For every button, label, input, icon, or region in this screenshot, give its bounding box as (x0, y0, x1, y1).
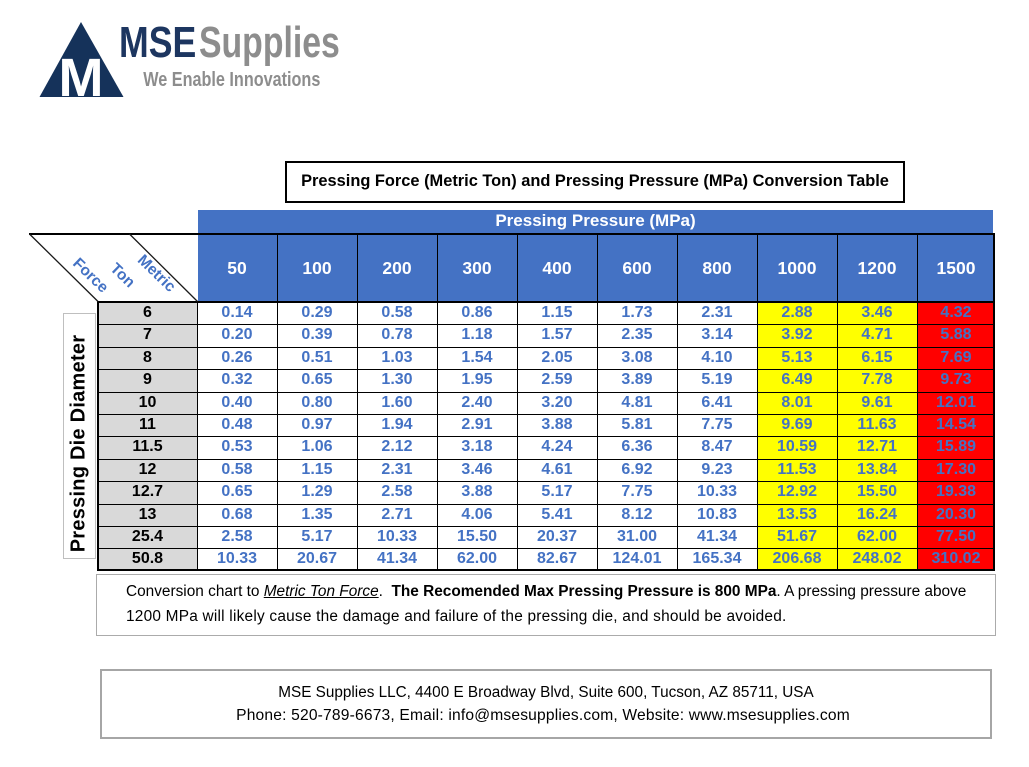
svg-text:M: M (59, 48, 104, 100)
